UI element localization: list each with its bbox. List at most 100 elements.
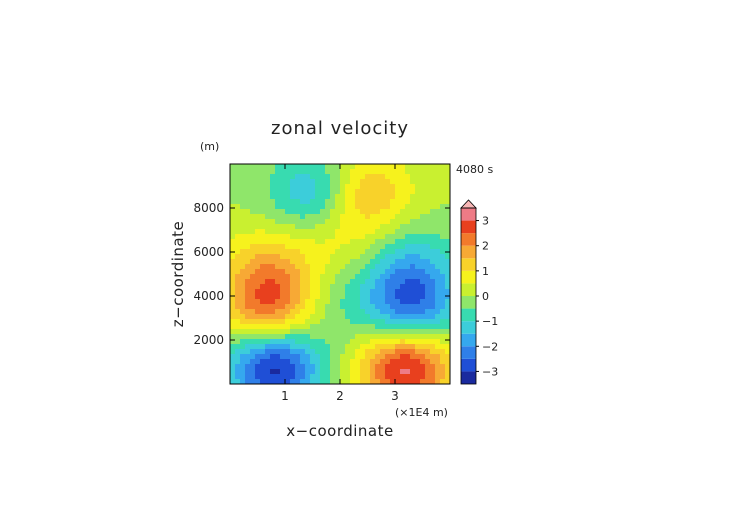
field-cell (320, 174, 326, 180)
field-cell (445, 319, 451, 325)
field-cell (390, 354, 396, 360)
field-cell (335, 214, 341, 220)
field-cell (265, 334, 271, 340)
field-cell (295, 349, 301, 355)
field-cell (245, 284, 251, 290)
field-cell (240, 314, 246, 320)
field-cell (445, 354, 451, 360)
field-cell (290, 344, 296, 350)
field-cell (260, 299, 266, 305)
field-cell (315, 294, 321, 300)
colorbar-tick-label: 1 (482, 265, 489, 278)
field-cell (315, 214, 321, 220)
field-cell (260, 219, 266, 225)
field-cell (275, 254, 281, 260)
field-cell (365, 294, 371, 300)
field-cell (270, 314, 276, 320)
field-cell (255, 374, 261, 380)
field-cell (365, 334, 371, 340)
field-cell (295, 254, 301, 260)
field-cell (315, 339, 321, 345)
field-cell (340, 299, 346, 305)
field-cell (405, 194, 411, 200)
field-cell (335, 199, 341, 205)
field-cell (425, 364, 431, 370)
field-cell (405, 324, 411, 330)
field-cell (375, 319, 381, 325)
field-cell (320, 269, 326, 275)
field-cell (315, 164, 321, 170)
field-cell (370, 319, 376, 325)
field-cell (260, 179, 266, 185)
field-cell (240, 374, 246, 380)
field-cell (390, 184, 396, 190)
field-cell (430, 379, 436, 385)
field-cell (415, 199, 421, 205)
field-cell (290, 189, 296, 195)
field-cell (305, 274, 311, 280)
field-cell (250, 249, 256, 255)
field-cell (300, 374, 306, 380)
field-cell (250, 304, 256, 310)
field-cell (270, 189, 276, 195)
field-cell (300, 174, 306, 180)
field-cell (230, 379, 236, 385)
field-cell (330, 349, 336, 355)
colorbar-swatch (461, 371, 476, 384)
field-cell (285, 174, 291, 180)
field-cell (285, 184, 291, 190)
field-cell (365, 244, 371, 250)
field-cell (235, 324, 241, 330)
field-cell (265, 349, 271, 355)
field-cell (350, 164, 356, 170)
field-cell (340, 194, 346, 200)
field-cell (365, 364, 371, 370)
field-cell (355, 319, 361, 325)
field-cell (315, 204, 321, 210)
field-cell (385, 189, 391, 195)
field-cell (435, 174, 441, 180)
field-cell (330, 364, 336, 370)
field-cell (250, 234, 256, 240)
field-cell (330, 299, 336, 305)
field-cell (420, 214, 426, 220)
field-cell (410, 264, 416, 270)
field-cell (335, 169, 341, 175)
field-cell (435, 204, 441, 210)
field-cell (330, 229, 336, 235)
field-cell (300, 264, 306, 270)
field-cell (350, 334, 356, 340)
field-cell (235, 274, 241, 280)
field-cell (365, 189, 371, 195)
field-cell (435, 304, 441, 310)
field-cell (420, 239, 426, 245)
field-cell (420, 264, 426, 270)
field-cell (310, 194, 316, 200)
field-cell (255, 304, 261, 310)
field-cell (385, 239, 391, 245)
field-cell (370, 304, 376, 310)
field-cell (255, 234, 261, 240)
field-cell (360, 289, 366, 295)
colorbar-swatch (461, 358, 476, 372)
field-cell (380, 344, 386, 350)
field-cell (235, 239, 241, 245)
field-cell (415, 379, 421, 385)
field-cell (390, 209, 396, 215)
field-cell (420, 334, 426, 340)
field-cell (270, 309, 276, 315)
field-cell (370, 374, 376, 380)
field-cell (310, 324, 316, 330)
field-cell (445, 284, 451, 290)
field-cell (250, 349, 256, 355)
field-cell (290, 244, 296, 250)
field-cell (395, 279, 401, 285)
field-cell (400, 294, 406, 300)
field-cell (240, 184, 246, 190)
field-cell (400, 324, 406, 330)
field-cell (345, 354, 351, 360)
field-cell (375, 244, 381, 250)
field-cell (295, 209, 301, 215)
field-cell (235, 169, 241, 175)
chart-title: zonal velocity (271, 118, 409, 139)
